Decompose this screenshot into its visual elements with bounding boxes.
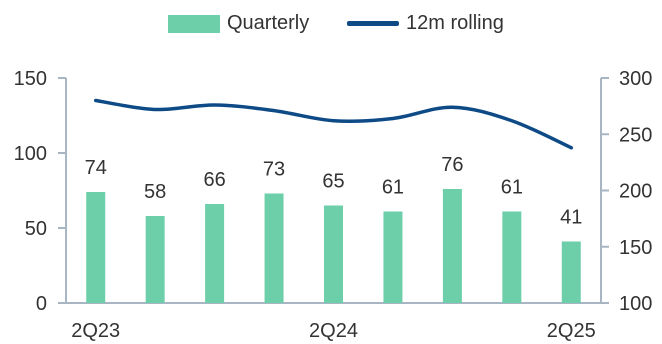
data-label-4q23: 66 xyxy=(203,169,225,191)
bar-4q24 xyxy=(442,189,462,303)
y-right-tick-label: 300 xyxy=(619,68,652,90)
y-right-tick-label: 100 xyxy=(619,293,652,315)
data-label-3q24: 61 xyxy=(382,177,404,199)
legend: Quarterly 12m rolling xyxy=(0,12,662,40)
legend-item-quarterly: Quarterly xyxy=(168,12,309,35)
x-tick-label-2q23: 2Q23 xyxy=(71,320,120,342)
data-label-2q23: 74 xyxy=(85,157,107,179)
data-label-2q24: 65 xyxy=(322,171,344,193)
y-right-tick-label: 250 xyxy=(619,124,652,146)
bar-1q25 xyxy=(502,211,522,303)
y-left-tick-label: 100 xyxy=(14,143,47,165)
y-left-tick-label: 0 xyxy=(36,293,47,315)
bar-2q24 xyxy=(324,205,343,303)
data-label-4q24: 76 xyxy=(441,154,463,176)
bar-2q25 xyxy=(561,241,581,303)
bar-2q23 xyxy=(86,192,106,303)
y-right-tick-label: 150 xyxy=(619,237,652,259)
bar-3q24 xyxy=(383,211,403,303)
data-label-3q23: 58 xyxy=(144,181,166,203)
y-left-tick-label: 50 xyxy=(25,218,47,240)
y-left-tick-label: 150 xyxy=(14,68,47,90)
x-tick-label-2q24: 2Q24 xyxy=(309,320,358,342)
line-12m-rolling xyxy=(93,98,574,150)
bar-4q23 xyxy=(205,204,225,303)
x-tick-label-2q25: 2Q25 xyxy=(547,320,596,342)
data-label-1q25: 61 xyxy=(501,177,523,199)
bar-1q24 xyxy=(264,193,284,303)
legend-label-quarterly: Quarterly xyxy=(227,12,310,34)
legend-swatch-12m-rolling xyxy=(347,21,399,26)
bar-3q23 xyxy=(145,216,165,303)
legend-swatch-quarterly xyxy=(168,14,220,33)
legend-item-12m-rolling: 12m rolling xyxy=(347,12,504,35)
data-label-1q24: 73 xyxy=(263,159,285,181)
data-label-2q25: 41 xyxy=(560,207,582,229)
y-right-tick-label: 200 xyxy=(619,181,652,203)
legend-label-12m-rolling: 12m rolling xyxy=(406,12,504,34)
